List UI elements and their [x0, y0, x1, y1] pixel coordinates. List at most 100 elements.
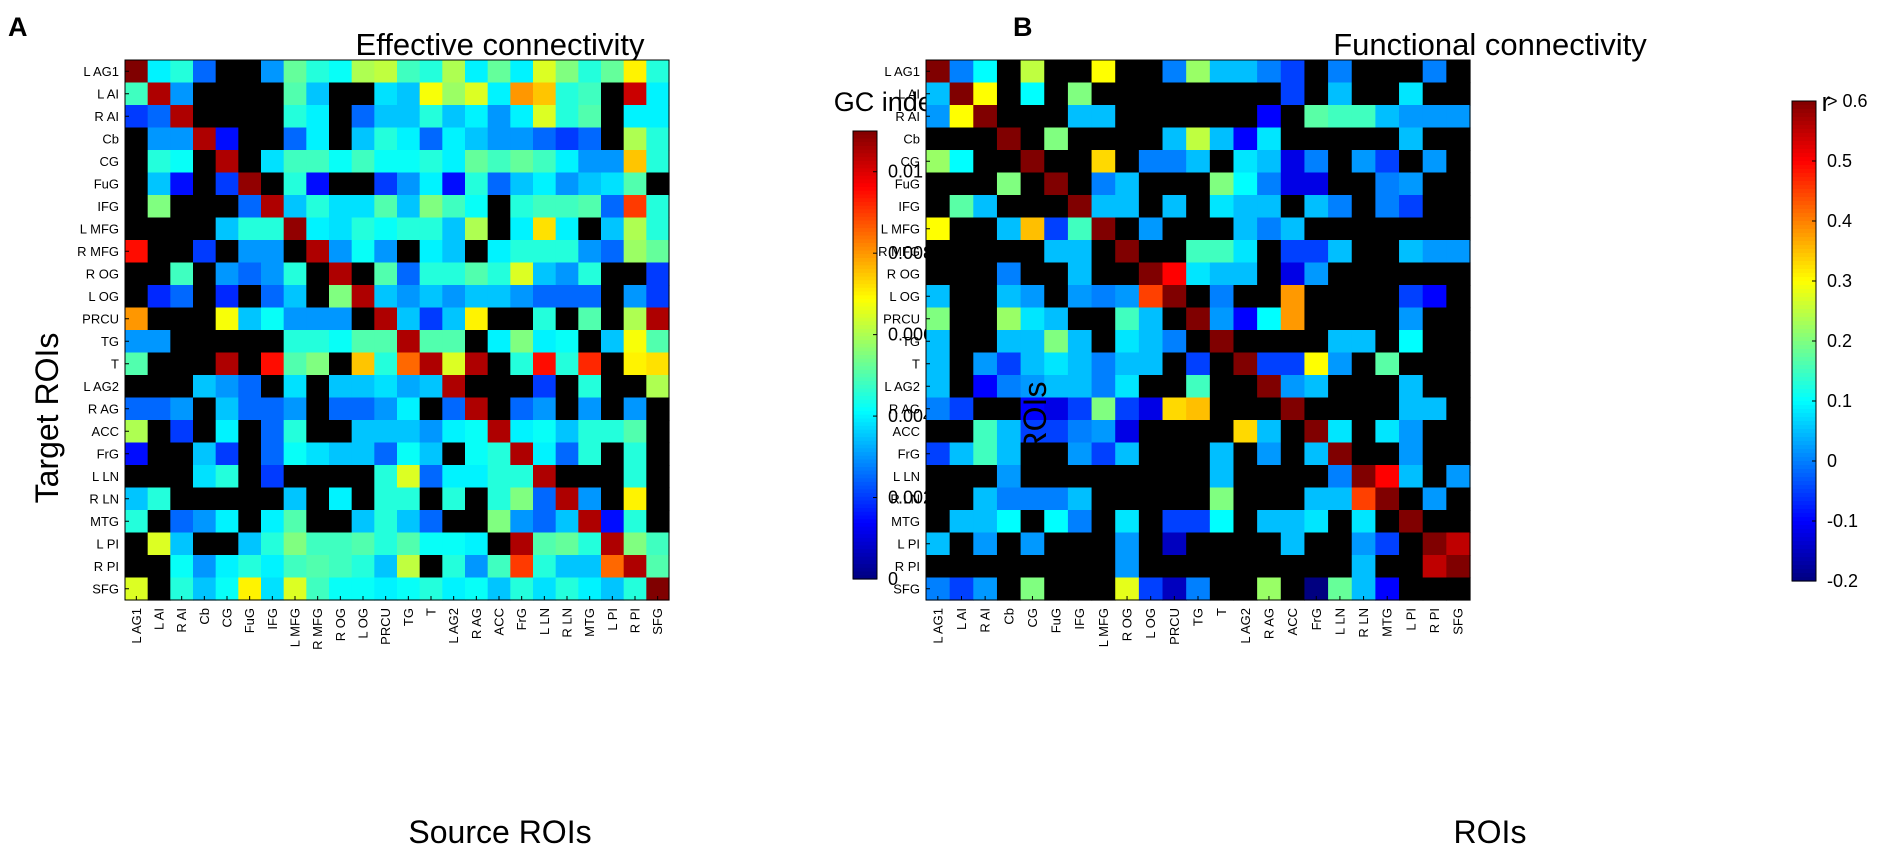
heatmap-cell — [306, 60, 330, 84]
heatmap-cell — [1257, 150, 1282, 174]
heatmap-cell — [1257, 285, 1282, 309]
heatmap-cell — [1304, 105, 1329, 129]
colorbar-segment — [1792, 269, 1816, 274]
heatmap-cell — [193, 172, 217, 196]
heatmap-cell — [374, 262, 398, 286]
colorbar-segment — [1792, 421, 1816, 426]
heatmap-cell — [1233, 127, 1258, 151]
heatmap-cell — [926, 195, 951, 219]
heatmap-cell — [533, 172, 557, 196]
heatmap-cell — [578, 217, 602, 241]
heatmap-cell — [329, 105, 353, 129]
heatmap-cell — [306, 285, 330, 309]
heatmap-cell — [1020, 330, 1045, 354]
heatmap-cell — [555, 577, 579, 601]
colorbar-segment — [853, 209, 877, 214]
heatmap-cell — [1067, 172, 1093, 196]
heatmap-cell — [623, 105, 647, 129]
colorbar-segment — [1792, 145, 1816, 150]
colorbar-segment — [1792, 445, 1816, 450]
heatmap-cell — [374, 352, 398, 376]
heatmap-cell — [533, 82, 557, 106]
heatmap-cell — [487, 420, 511, 444]
heatmap-cell — [1280, 442, 1306, 466]
heatmap-cell — [261, 262, 285, 286]
heatmap-cell — [1115, 420, 1140, 444]
heatmap-cell — [533, 420, 557, 444]
heatmap-cell — [442, 352, 466, 376]
colorbar-segment — [853, 295, 877, 300]
heatmap-cell — [555, 330, 579, 354]
heatmap-cell — [170, 442, 194, 466]
colorbar-segment — [853, 228, 877, 233]
heatmap-cell — [1115, 555, 1140, 579]
colorbar-segment — [853, 269, 877, 274]
heatmap-cell — [283, 442, 307, 466]
x-tick-label: R AG — [469, 608, 484, 639]
colorbar-segment — [853, 164, 877, 169]
x-tick-label: FrG — [514, 608, 529, 630]
heatmap-cell — [1446, 487, 1471, 511]
heatmap-cell — [1422, 127, 1447, 151]
heatmap-cell — [1091, 397, 1116, 421]
colorbar-segment — [853, 564, 877, 569]
heatmap-cell — [1115, 532, 1140, 556]
heatmap-cell — [261, 555, 285, 579]
colorbar-segment — [853, 239, 877, 244]
heatmap-cell — [555, 262, 579, 286]
heatmap-cell — [578, 577, 602, 601]
heatmap-cell — [533, 465, 557, 489]
heatmap-cell — [996, 555, 1022, 579]
heatmap-cell — [1162, 127, 1187, 151]
heatmap-cell — [147, 307, 171, 331]
colorbar-segment — [853, 183, 877, 188]
heatmap-cell — [646, 510, 670, 534]
colorbar-segment — [1792, 121, 1816, 126]
heatmap-cell — [442, 555, 466, 579]
heatmap-cell — [623, 420, 647, 444]
colorbar-segment — [1792, 225, 1816, 230]
heatmap-cell — [1186, 465, 1211, 489]
colorbar-segment — [1792, 413, 1816, 418]
heatmap-cell — [601, 307, 625, 331]
heatmap-cell — [949, 240, 974, 264]
colorbar-segment — [1792, 249, 1816, 254]
colorbar-segment — [1792, 261, 1816, 266]
heatmap-cell — [623, 307, 647, 331]
heatmap-cell — [1446, 420, 1471, 444]
heatmap-cell — [555, 397, 579, 421]
heatmap-cell — [973, 577, 998, 601]
heatmap-cell — [170, 510, 194, 534]
heatmap-cell — [329, 60, 353, 84]
heatmap-cell — [510, 577, 534, 601]
heatmap-cell — [465, 465, 489, 489]
heatmap-cell — [510, 262, 534, 286]
heatmap-cell — [623, 60, 647, 84]
colorbar-segment — [1792, 317, 1816, 322]
heatmap-cell — [510, 397, 534, 421]
colorbar-segment — [853, 134, 877, 140]
heatmap-cell — [1328, 82, 1353, 106]
heatmap-cell — [397, 285, 421, 309]
colorbar-segment — [853, 530, 877, 535]
heatmap-cell — [261, 307, 285, 331]
colorbar-segment — [1792, 177, 1816, 182]
heatmap-cell — [1115, 330, 1140, 354]
heatmap-cell — [1233, 307, 1258, 331]
heatmap-cell — [1067, 532, 1093, 556]
heatmap-cell — [1328, 352, 1353, 376]
heatmap-cell — [193, 127, 217, 151]
heatmap-cell — [1067, 330, 1093, 354]
heatmap-cell — [1351, 442, 1376, 466]
heatmap-cell — [125, 397, 149, 421]
x-tick-label: SFG — [650, 608, 665, 635]
x-tick-label: MTG — [582, 608, 597, 637]
heatmap-cell — [533, 150, 557, 174]
heatmap-cell — [170, 555, 194, 579]
heatmap-cell — [374, 577, 398, 601]
colorbar-segment — [1792, 369, 1816, 374]
y-tick-label: L AG2 — [83, 379, 119, 394]
heatmap-cell — [1115, 307, 1140, 331]
colorbar-segment — [853, 362, 877, 367]
